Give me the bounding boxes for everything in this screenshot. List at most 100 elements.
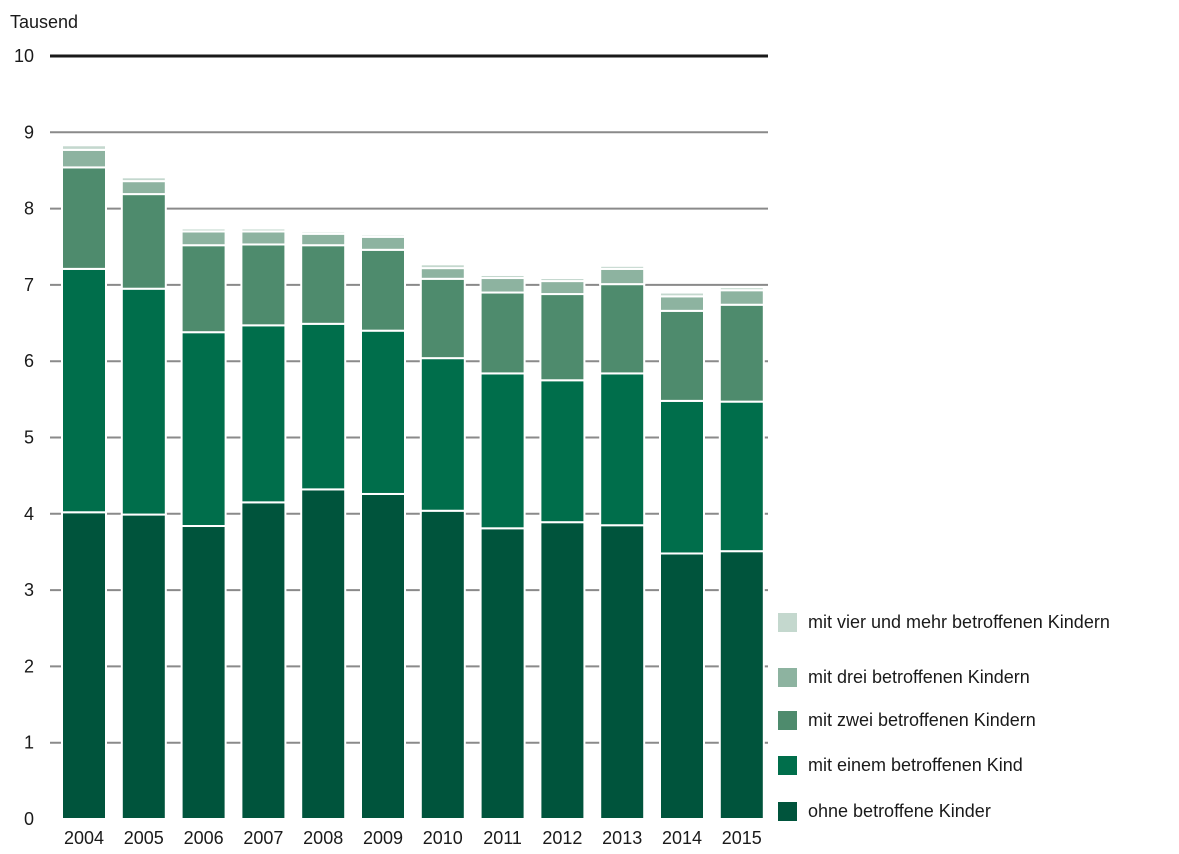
bar-segment-2008-series-1 [300, 322, 347, 491]
bar-segment-2006-series-3 [180, 230, 227, 247]
legend-label: mit vier und mehr betroffenen Kindern [808, 611, 1110, 632]
bar-stack-2014 [659, 291, 705, 820]
bar-segment-2009-series-4 [360, 233, 406, 238]
bar-segment-2006-series-4 [180, 227, 227, 233]
bar-segment-2004-series-4 [61, 144, 107, 151]
legend-item: mit drei betroffenen Kindern [778, 665, 1030, 689]
bar-segment-2015-series-0 [718, 550, 765, 820]
bar-segment-2012-series-0 [539, 521, 586, 820]
bar-segment-2014-series-2 [659, 309, 705, 402]
y-tick-label: 10 [14, 46, 34, 66]
bar-segment-2005-series-1 [120, 287, 167, 516]
y-tick-label: 5 [24, 428, 34, 448]
y-tick-label: 4 [24, 504, 34, 524]
legend-item: ohne betroffene Kinder [778, 799, 991, 823]
bar-segment-2013-series-0 [599, 524, 646, 820]
bar-segment-2014-series-1 [659, 399, 705, 555]
legend-swatch [778, 667, 797, 687]
y-tick-label: 6 [24, 351, 34, 371]
bar-segment-2013-series-2 [599, 283, 646, 375]
legend-swatch [778, 612, 797, 632]
bar-segment-2006-series-0 [180, 525, 227, 820]
x-tick-label-2011: 2011 [483, 828, 522, 848]
bar-segment-2009-series-0 [360, 492, 406, 820]
legend-swatch [778, 801, 797, 821]
bar-segment-2012-series-1 [539, 379, 586, 524]
legend-label: mit drei betroffenen Kindern [808, 666, 1030, 687]
bar-stack-2009 [360, 233, 406, 820]
bar-segment-2011-series-4 [479, 273, 526, 280]
y-tick-label: 3 [24, 580, 34, 600]
bar-segment-2010-series-1 [419, 357, 466, 512]
x-tick-label-2013: 2013 [602, 828, 642, 848]
bar-segment-2012-series-3 [539, 280, 586, 296]
bar-segment-2013-series-4 [599, 264, 646, 270]
bar-segment-2015-series-3 [718, 289, 765, 306]
bar-segment-2004-series-2 [61, 166, 107, 270]
bar-segment-2014-series-4 [659, 291, 705, 298]
bar-segment-2012-series-4 [539, 277, 586, 283]
bar-segment-2010-series-3 [419, 267, 466, 280]
bar-segment-2005-series-4 [120, 176, 167, 183]
x-tick-label-2006: 2006 [184, 828, 224, 848]
bar-segment-2008-series-4 [300, 230, 347, 235]
bar-segment-2014-series-3 [659, 295, 705, 312]
y-tick-label: 9 [24, 122, 34, 142]
y-tick-label: 0 [24, 809, 34, 829]
gridlines [50, 54, 768, 744]
bar-segment-2007-series-3 [240, 230, 287, 246]
legend-item: mit zwei betroffenen Kindern [778, 708, 1036, 732]
bar-segment-2007-series-1 [240, 324, 287, 504]
bar-segment-2008-series-3 [300, 232, 347, 247]
bar-segment-2010-series-0 [419, 509, 466, 820]
x-tick-label-2014: 2014 [662, 828, 702, 848]
bar-stack-2004 [61, 144, 107, 820]
legend-item: mit einem betroffenen Kind [778, 753, 1023, 777]
x-tick-label-2012: 2012 [542, 828, 582, 848]
bar-stacks [61, 144, 765, 820]
x-tick-label-2004: 2004 [64, 828, 104, 848]
bar-segment-2004-series-0 [61, 511, 107, 820]
x-tick-label-2009: 2009 [363, 828, 403, 848]
y-tick-label: 7 [24, 275, 34, 295]
bar-stack-2005 [120, 176, 167, 820]
bar-segment-2004-series-1 [61, 267, 107, 514]
bar-segment-2010-series-2 [419, 277, 466, 360]
bar-segment-2008-series-0 [300, 488, 347, 820]
x-tick-label-2008: 2008 [303, 828, 343, 848]
bar-segment-2006-series-1 [180, 331, 227, 528]
bar-segment-2015-series-1 [718, 400, 765, 553]
bar-stack-2015 [718, 286, 765, 820]
bar-segment-2010-series-4 [419, 263, 466, 270]
x-tick-label-2005: 2005 [124, 828, 164, 848]
bar-segment-2013-series-3 [599, 267, 646, 286]
bar-segment-2004-series-3 [61, 148, 107, 169]
y-tick-label: 8 [24, 199, 34, 219]
bar-segment-2007-series-0 [240, 501, 287, 820]
bar-segment-2005-series-0 [120, 513, 167, 820]
y-axis-tick-labels: 0 1 2 3 4 5 6 7 8 9 10 [14, 46, 34, 829]
bar-segment-2009-series-2 [360, 248, 406, 332]
bar-stack-2006 [180, 227, 227, 820]
bar-segment-2005-series-2 [120, 193, 167, 290]
legend-item: mit vier und mehr betroffenen Kindern [778, 610, 1110, 634]
legend-swatch [778, 710, 797, 730]
bar-segment-2007-series-2 [240, 243, 287, 327]
bar-segment-2012-series-2 [539, 293, 586, 382]
bar-stack-2013 [599, 264, 646, 820]
bar-stack-2010 [419, 263, 466, 820]
x-axis-tick-labels: 2004 2005 2006 2007 2008 2009 2010 2011 2012 2013… [64, 828, 762, 848]
bar-segment-2006-series-2 [180, 244, 227, 334]
bar-segment-2009-series-3 [360, 235, 406, 251]
x-tick-label-2010: 2010 [423, 828, 463, 848]
bar-segment-2005-series-3 [120, 180, 167, 196]
bar-segment-2015-series-4 [718, 286, 765, 292]
bar-segment-2011-series-3 [479, 277, 526, 294]
bar-stack-2012 [539, 277, 586, 820]
bar-segment-2013-series-1 [599, 372, 646, 527]
legend-label: mit einem betroffenen Kind [808, 754, 1023, 775]
bar-segment-2011-series-1 [479, 372, 526, 530]
bar-segment-2008-series-2 [300, 244, 347, 325]
bar-segment-2015-series-2 [718, 303, 765, 403]
